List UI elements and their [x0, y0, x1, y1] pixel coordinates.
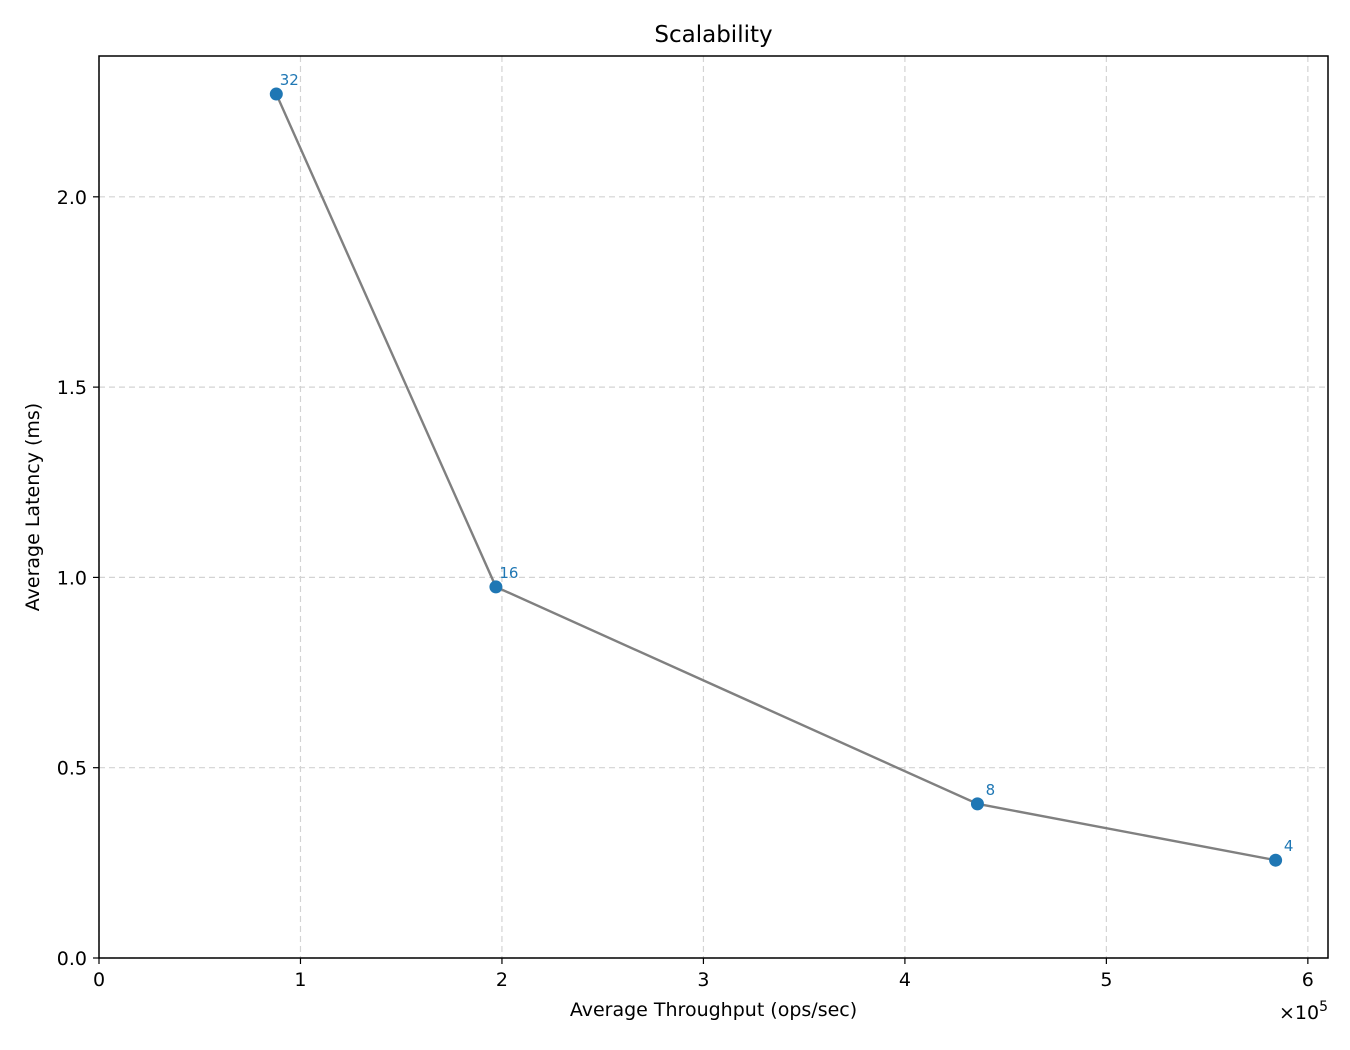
x-tick-label: 4	[899, 969, 911, 991]
series-line	[275, 93, 1276, 862]
data-point	[1269, 853, 1283, 867]
x-tick-label: 2	[496, 969, 508, 991]
data-points	[269, 87, 1283, 867]
x-axis-ticks: 0 1 2 3 4 5 6	[93, 958, 1314, 991]
chart-title: Scalability	[654, 22, 772, 48]
y-tick-label: 2.0	[57, 187, 87, 209]
x-scale-base: ×10	[1279, 1002, 1319, 1024]
point-label: 8	[986, 781, 996, 799]
series-line-layer	[275, 93, 1276, 862]
x-tick-label: 3	[697, 969, 709, 991]
x-tick-label: 0	[93, 969, 105, 991]
y-tick-label: 1.0	[57, 567, 87, 589]
x-axis-title: Average Throughput (ops/sec)	[570, 999, 857, 1021]
data-point	[489, 580, 503, 594]
data-point	[970, 797, 984, 811]
y-axis-title: Average Latency (ms)	[22, 403, 44, 611]
x-tick-label: 6	[1302, 969, 1314, 991]
plot-frame	[98, 55, 1329, 959]
x-axis-scale-factor: ×105	[1279, 999, 1328, 1024]
y-tick-label: 0.5	[57, 758, 87, 780]
y-axis-ticks: 0.0 0.5 1.0 1.5 2.0	[57, 187, 99, 970]
y-tick-label: 0.0	[57, 948, 87, 970]
point-labels: 32 16 8 4	[280, 71, 1294, 855]
x-tick-label: 1	[294, 969, 306, 991]
x-tick-label: 5	[1100, 969, 1112, 991]
data-point	[269, 87, 283, 101]
point-label: 16	[499, 564, 518, 582]
y-tick-label: 1.5	[57, 377, 87, 399]
point-label: 4	[1284, 837, 1294, 855]
x-scale-exponent: 5	[1319, 999, 1328, 1015]
grid	[98, 56, 1328, 959]
point-label: 32	[280, 71, 299, 89]
